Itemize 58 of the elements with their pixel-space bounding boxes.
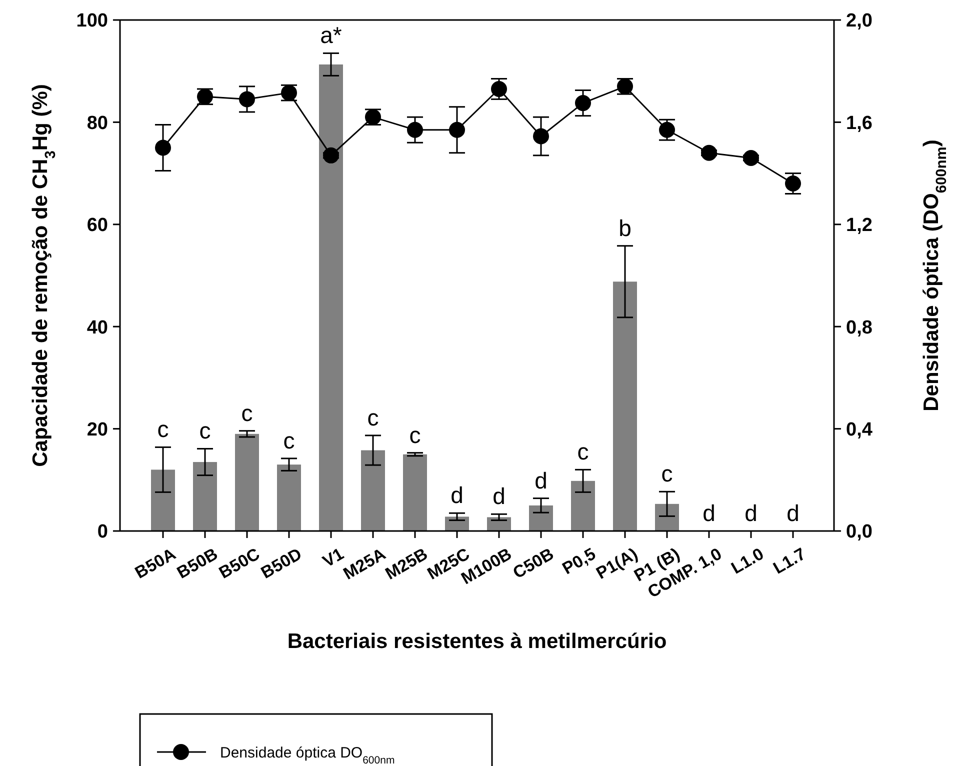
bar	[445, 516, 469, 531]
y2-tick-label: 0,8	[846, 317, 872, 338]
point	[449, 122, 465, 138]
data-label: c	[241, 400, 253, 426]
x-tick-label: L1.0	[728, 544, 767, 578]
data-label: c	[577, 438, 589, 465]
x-tick-label: L1.7	[770, 544, 809, 578]
x-axis-title: Bacteriais resistentes à metilmercúrio	[287, 630, 667, 653]
y-tick-label: 20	[86, 419, 108, 440]
y2-tick-label: 1,2	[846, 215, 872, 236]
bar	[319, 64, 343, 531]
data-label: d	[702, 500, 716, 526]
x-tick-label: C50B	[510, 544, 557, 583]
point	[407, 122, 423, 138]
y2-tick-label: 0,0	[846, 522, 872, 543]
data-label: d	[492, 483, 506, 510]
y-tick-label: 80	[86, 112, 108, 134]
data-label: d	[744, 500, 758, 526]
bar	[235, 434, 259, 531]
point	[239, 91, 255, 108]
y-tick-label: 0	[97, 522, 108, 543]
point	[659, 122, 675, 138]
bar	[277, 464, 301, 531]
point	[743, 150, 759, 166]
point	[155, 140, 171, 156]
y2-tick-label: 2,0	[846, 10, 872, 32]
data-label: d	[786, 500, 800, 526]
bar	[529, 505, 553, 531]
legend-label: Densidade óptica DO$_{600nm}$	[220, 744, 395, 766]
data-label: d	[534, 467, 548, 494]
y-tick-label: 60	[86, 215, 108, 236]
data-label: b	[618, 214, 632, 241]
point	[701, 144, 717, 161]
bar	[193, 462, 217, 531]
data-label: c	[661, 460, 673, 487]
point	[575, 95, 591, 112]
point	[533, 128, 549, 144]
data-label: c	[409, 422, 421, 448]
point	[491, 80, 507, 97]
bar	[613, 282, 637, 531]
bar	[571, 480, 595, 531]
data-label: a*	[320, 22, 342, 48]
data-label: c	[367, 404, 379, 430]
data-label: d	[450, 482, 464, 508]
data-label: c	[283, 427, 295, 454]
bar	[151, 470, 175, 531]
y2-tick-label: 0,4	[846, 419, 873, 440]
point	[785, 176, 801, 192]
bar	[655, 504, 679, 531]
data-label: c	[199, 418, 211, 444]
bar	[361, 450, 385, 531]
y2-tick-label: 1,6	[846, 112, 872, 134]
bar	[403, 454, 427, 531]
y-tick-label: 40	[86, 317, 108, 338]
bar	[487, 517, 511, 531]
y-tick-label: 100	[76, 10, 108, 32]
data-label: c	[157, 416, 169, 442]
point	[323, 147, 339, 164]
